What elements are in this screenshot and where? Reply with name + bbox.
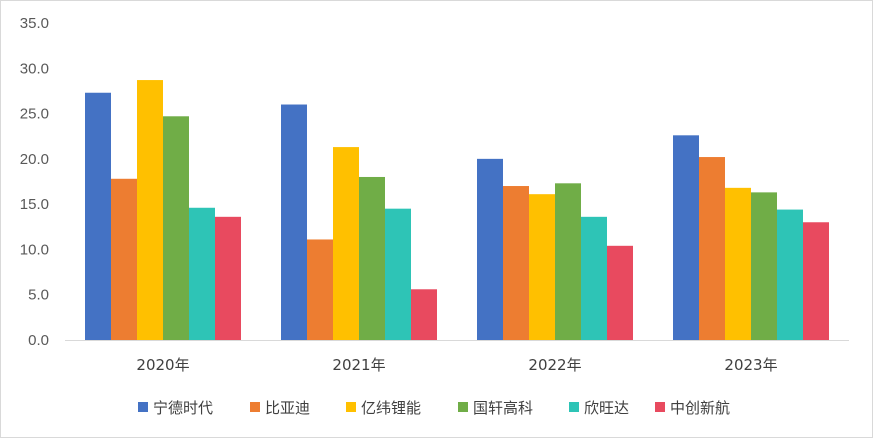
y-tick-label: 10.0 (20, 241, 49, 258)
bar (699, 157, 725, 340)
bar (725, 187, 751, 340)
x-tick-label: 2020年 (136, 356, 189, 374)
y-tick-label: 15.0 (20, 196, 49, 213)
x-tick-label: 2021年 (332, 356, 385, 374)
legend-label: 中创新航 (670, 399, 730, 417)
x-axis: 2020年 2021年 2022年 2023年 (136, 356, 777, 374)
legend-swatch (655, 402, 665, 412)
y-tick-label: 30.0 (20, 60, 49, 77)
bar (555, 183, 581, 340)
bar (333, 147, 359, 340)
bar (673, 135, 699, 340)
bar (581, 216, 607, 340)
y-tick-label: 35.0 (20, 15, 49, 32)
legend-swatch (346, 402, 356, 412)
bar (503, 186, 529, 340)
legend-swatch (250, 402, 260, 412)
bar (189, 207, 215, 340)
legend-swatch (569, 402, 579, 412)
legend-label: 国轩高科 (473, 399, 533, 417)
y-tick-label: 20.0 (20, 151, 49, 168)
bar (137, 80, 163, 340)
bar (307, 239, 333, 340)
bar (359, 176, 385, 340)
bar (111, 178, 137, 340)
y-tick-label: 25.0 (20, 106, 49, 123)
legend-label: 欣旺达 (584, 399, 629, 417)
bar (281, 104, 307, 340)
bars (85, 80, 829, 341)
x-tick-label: 2022年 (528, 356, 581, 374)
bar (607, 245, 633, 340)
bar (385, 208, 411, 340)
legend-label: 宁德时代 (153, 399, 213, 417)
legend-label: 比亚迪 (265, 399, 310, 417)
y-tick-label: 5.0 (28, 287, 49, 304)
legend: 宁德时代 比亚迪 亿纬锂能 国轩高科 欣旺达 中创新航 (138, 399, 730, 417)
y-axis: 0.0 5.0 10.0 15.0 20.0 25.0 30.0 35.0 (20, 15, 49, 349)
bar (777, 209, 803, 340)
legend-swatch (458, 402, 468, 412)
legend-label: 亿纬锂能 (361, 399, 421, 417)
bar (215, 216, 241, 340)
bar (477, 158, 503, 340)
y-tick-label: 0.0 (28, 332, 49, 349)
bar (529, 194, 555, 340)
bar (85, 92, 111, 341)
legend-swatch (138, 402, 148, 412)
bar (751, 192, 777, 340)
bar (163, 116, 189, 340)
x-tick-label: 2023年 (724, 356, 777, 374)
bar (803, 222, 829, 340)
bar (411, 289, 437, 340)
